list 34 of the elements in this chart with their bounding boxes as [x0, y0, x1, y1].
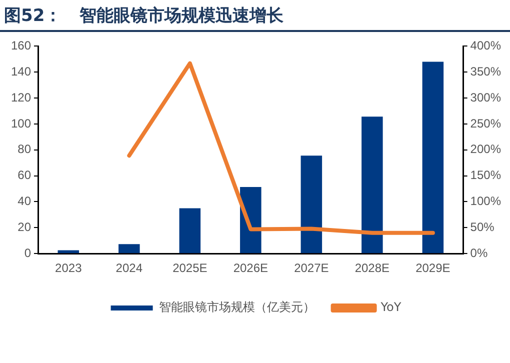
- x-tick-label: 2023: [55, 261, 82, 276]
- y-tick-label: 140: [10, 64, 32, 78]
- y-tick-label: 40: [18, 194, 32, 208]
- legend-label: YoY: [380, 300, 402, 314]
- x-tick-label: 2026E: [233, 261, 268, 276]
- y2-tick-label: 200%: [470, 142, 502, 156]
- bar: [58, 250, 80, 254]
- x-tick-label: 2025E: [172, 261, 208, 276]
- y2-tick-label: 150%: [470, 168, 502, 182]
- bar: [179, 208, 201, 254]
- chart-title: 图52： 智能眼镜市场规模迅速增长: [4, 5, 284, 27]
- y2-tick-label: 400%: [470, 38, 502, 53]
- y2-tick-label: 300%: [470, 90, 502, 104]
- x-tick-label: 2024: [116, 261, 143, 276]
- bar: [362, 116, 383, 254]
- y2-tick-label: 350%: [470, 64, 502, 78]
- y-tick-label: 120: [10, 90, 32, 104]
- y-tick-label: 0: [24, 246, 32, 260]
- y2-tick-label: 250%: [470, 116, 502, 130]
- y-tick-label: 160: [10, 38, 32, 53]
- x-tick-label: 2029E: [416, 261, 450, 276]
- y-tick-label: 100: [10, 116, 32, 130]
- y-tick-label: 20: [18, 220, 32, 234]
- x-tick-label: 2027E: [294, 261, 329, 276]
- y2-tick-label: 0%: [470, 246, 488, 260]
- y-tick-label: 80: [18, 142, 32, 156]
- bar: [422, 62, 444, 254]
- bar: [300, 156, 322, 254]
- y2-tick-label: 50%: [470, 220, 495, 234]
- legend-label: 智能眼镜市场规模（亿美元）: [158, 300, 315, 314]
- y-tick-label: 60: [18, 168, 32, 182]
- bar: [118, 244, 140, 254]
- y2-tick-label: 100%: [470, 194, 502, 208]
- x-tick-label: 2028E: [354, 261, 390, 276]
